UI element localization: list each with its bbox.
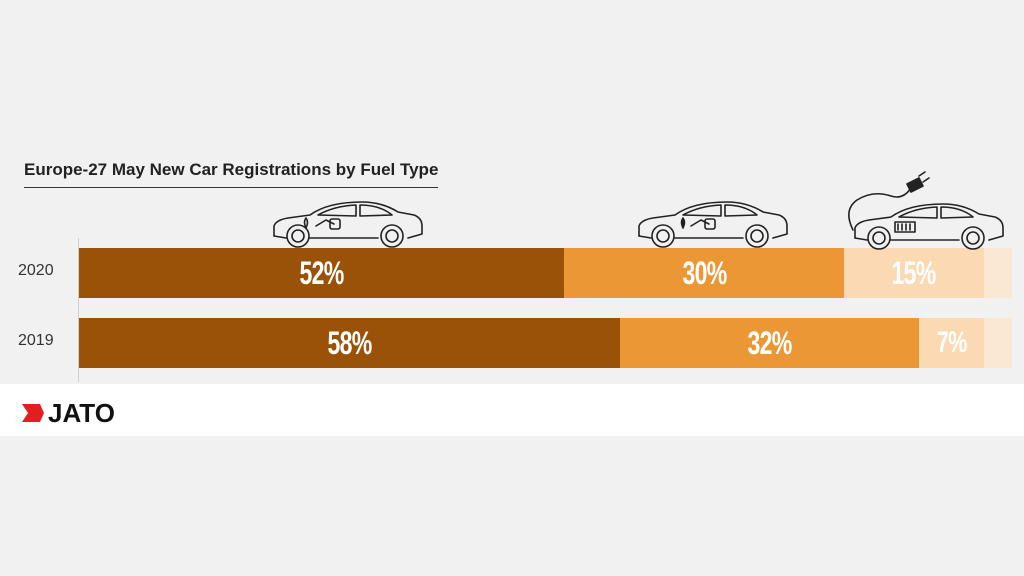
bar-segment-2019-4 <box>983 318 1012 368</box>
bar-row-2019: 58% 32% 7% <box>79 318 1012 368</box>
bar-segment-2019-1: 58% <box>79 318 621 368</box>
axis-line <box>78 238 79 382</box>
data-label-2019-3: 7% <box>936 326 967 359</box>
chart-title: Europe-27 May New Car Registrations by F… <box>24 160 439 188</box>
car-fuel-pump-icon <box>638 201 788 248</box>
bar-segment-2019-2: 32% <box>620 318 919 368</box>
jato-logo-text: JATO <box>48 397 115 428</box>
footer-band <box>0 384 1024 436</box>
car-electric-plug-icon <box>848 171 1004 250</box>
jato-logo: JATO <box>22 397 115 428</box>
bar-segment-2019-3: 7% <box>918 318 984 368</box>
bar-segment-2020-1: 52% <box>79 248 565 298</box>
bar-segment-2020-3: 15% <box>844 248 984 298</box>
car-fuel-drop-icon <box>273 201 423 248</box>
bar-segment-2020-2: 30% <box>564 248 845 298</box>
data-label-2019-2: 32% <box>747 324 792 361</box>
data-label-2019-1: 58% <box>327 324 373 361</box>
bar-row-2020: 52% 30% 15% <box>79 248 1012 298</box>
bar-segment-2020-4 <box>983 248 1012 298</box>
data-label-2020-2: 30% <box>682 254 727 291</box>
row-label-2020: 2020 <box>18 262 54 279</box>
jato-logo-icon <box>22 404 44 422</box>
data-label-2020-3: 15% <box>892 254 937 291</box>
data-label-2020-1: 52% <box>299 254 345 291</box>
row-label-2019: 2019 <box>18 332 54 349</box>
